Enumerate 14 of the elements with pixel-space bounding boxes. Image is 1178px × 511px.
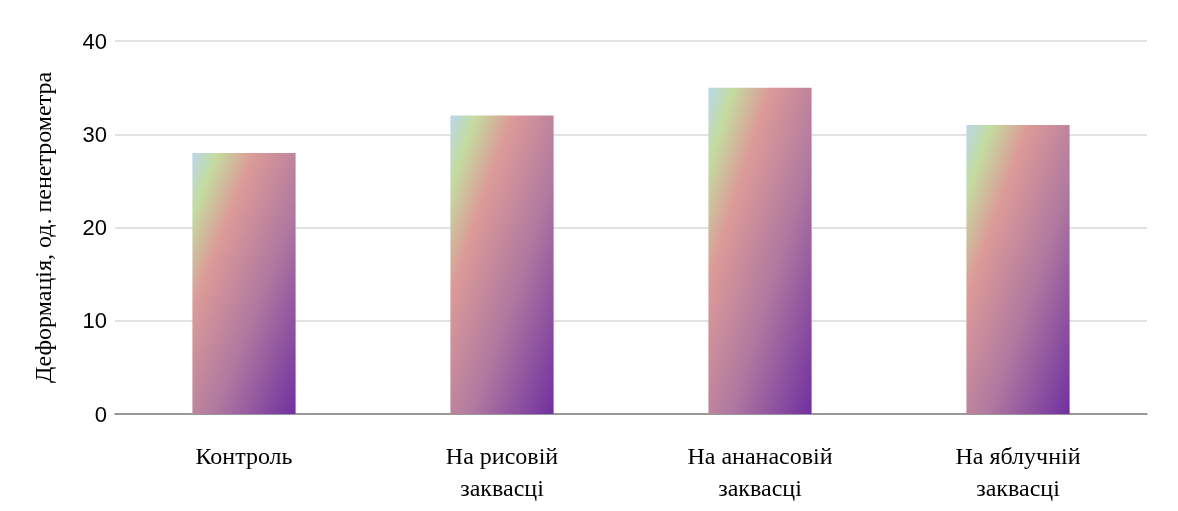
bar — [966, 124, 1070, 414]
y-tick-label: 20 — [82, 215, 107, 240]
x-tick-label: На рисовій заквасці — [445, 443, 559, 501]
x-tick-label: На яблучній заквасці — [955, 443, 1081, 501]
x-tick-label: Контроль — [195, 443, 293, 469]
y-tick-label: 40 — [82, 28, 107, 54]
y-tick-label: 30 — [82, 121, 107, 147]
x-tick-label: На ананасовій заквасці — [687, 443, 833, 501]
bar — [450, 115, 554, 414]
y-axis-title: Деформація, од. пенетрометра — [30, 71, 56, 384]
bar — [192, 152, 296, 414]
bar — [708, 87, 812, 414]
y-tick-label: 10 — [82, 308, 107, 334]
y-tick-label: 0 — [94, 401, 107, 427]
